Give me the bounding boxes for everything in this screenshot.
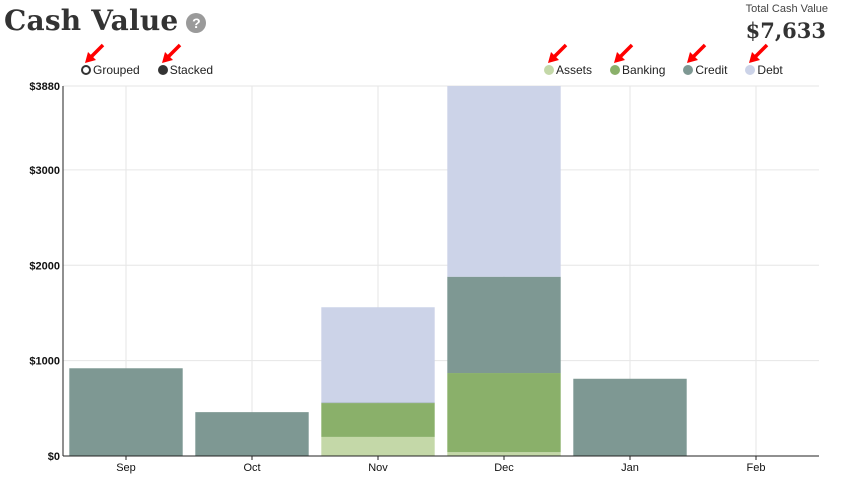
radio-unselected-icon[interactable] [81, 65, 91, 75]
bar-credit-nov[interactable] [321, 402, 435, 404]
legend-swatch-assets [544, 65, 554, 75]
help-icon[interactable]: ? [186, 12, 207, 33]
x-tick-label: Sep [116, 462, 136, 474]
arrow-annotation-icon [687, 43, 707, 63]
x-tick-label: Oct [243, 462, 260, 474]
x-tick-label: Dec [494, 462, 514, 474]
legend-swatch-credit [683, 65, 694, 75]
total-cash-label: Total Cash Value [745, 3, 828, 15]
total-cash-amount: $7,633 [745, 18, 827, 43]
y-tick-label: $3880 [29, 81, 60, 93]
arrow-annotation-icon [161, 43, 181, 63]
grouped-option[interactable]: Grouped [81, 43, 140, 77]
arrow-annotation-icon [614, 43, 634, 63]
x-tick-label: Nov [368, 462, 388, 474]
bar-credit-sep[interactable] [69, 368, 183, 456]
y-tick-label: $0 [48, 451, 60, 463]
bar-assets-nov[interactable] [321, 436, 435, 456]
legend-item-assets[interactable]: Assets [544, 43, 593, 77]
bar-assets-dec[interactable] [447, 452, 561, 456]
total-cash-value: Total Cash Value $7,633 [746, 3, 828, 43]
bar-debt-nov[interactable] [321, 307, 435, 403]
radio-selected-icon[interactable] [157, 65, 168, 75]
arrow-annotation-icon [749, 43, 769, 63]
y-tick-label: $2000 [29, 260, 60, 272]
legend-label-banking: Banking [622, 63, 666, 77]
bar-banking-dec[interactable] [447, 373, 561, 453]
stacked-option[interactable]: Stacked [157, 43, 214, 77]
bar-credit-jan[interactable] [573, 378, 687, 456]
legend-swatch-debt [745, 65, 756, 75]
legend-item-banking[interactable]: Banking [610, 43, 666, 77]
x-tick-label: Feb [747, 462, 766, 474]
legend-label-debt: Debt [757, 63, 783, 77]
series-legend: Assets Banking Credit Debt [544, 43, 801, 77]
legend-label-credit: Credit [695, 63, 728, 77]
arrow-annotation-icon [548, 43, 568, 63]
stacked-label: Stacked [169, 63, 214, 77]
arrow-annotation-icon [85, 43, 105, 63]
y-tick-label: $1000 [29, 356, 60, 368]
page-title: Cash Value [4, 4, 179, 37]
bar-banking-nov[interactable] [321, 403, 435, 437]
legend-swatch-banking [610, 65, 621, 75]
y-tick-label: $3000 [29, 165, 60, 177]
legend-item-credit[interactable]: Credit [683, 43, 728, 77]
bar-debt-dec[interactable] [447, 86, 561, 277]
mode-toggle: Grouped Stacked [81, 43, 231, 77]
title-area: Cash Value ? [4, 4, 207, 37]
x-tick-label: Jan [621, 462, 639, 474]
legend-label-assets: Assets [556, 63, 593, 77]
bar-credit-dec[interactable] [447, 276, 561, 374]
bar-credit-oct[interactable] [195, 412, 309, 456]
grouped-label: Grouped [93, 63, 140, 77]
legend-item-debt[interactable]: Debt [745, 43, 783, 77]
